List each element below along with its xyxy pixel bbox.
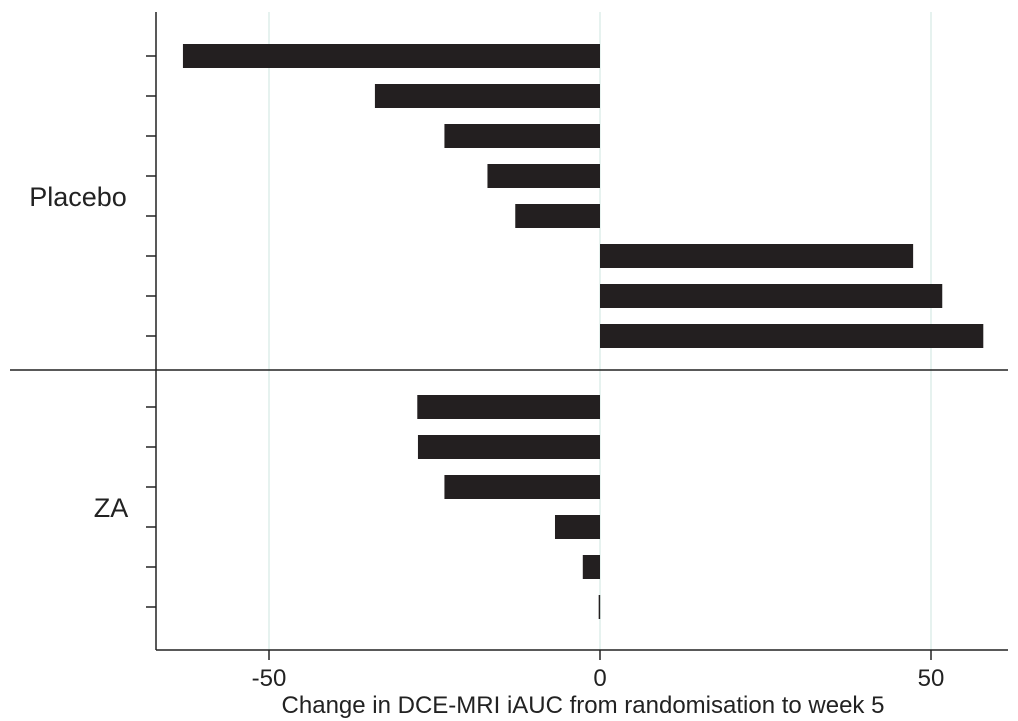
x-tick-label: 50 bbox=[918, 665, 945, 692]
bar bbox=[444, 124, 600, 148]
y-ticks bbox=[146, 55, 156, 608]
bars bbox=[182, 44, 984, 619]
group-label-za: ZA bbox=[94, 493, 129, 523]
group-label-placebo: Placebo bbox=[29, 182, 127, 212]
bar bbox=[554, 515, 600, 539]
bar bbox=[487, 164, 600, 188]
bar bbox=[600, 244, 914, 268]
bar bbox=[600, 284, 943, 308]
bar bbox=[598, 595, 601, 619]
bar bbox=[417, 435, 600, 459]
bar bbox=[374, 84, 600, 108]
bar bbox=[515, 204, 600, 228]
bar bbox=[582, 555, 600, 579]
labels: Placebo ZA Change in DCE-MRI iAUC from r… bbox=[29, 182, 884, 719]
x-tick-label: 0 bbox=[593, 665, 606, 692]
bar bbox=[417, 395, 600, 419]
axes bbox=[10, 12, 1008, 651]
x-axis-title: Change in DCE-MRI iAUC from randomisatio… bbox=[282, 692, 885, 719]
bar bbox=[182, 44, 600, 68]
x-ticks: -50 0 50 bbox=[252, 650, 945, 692]
bar bbox=[444, 475, 600, 499]
x-tick-label: -50 bbox=[252, 665, 287, 692]
bar bbox=[600, 324, 984, 348]
